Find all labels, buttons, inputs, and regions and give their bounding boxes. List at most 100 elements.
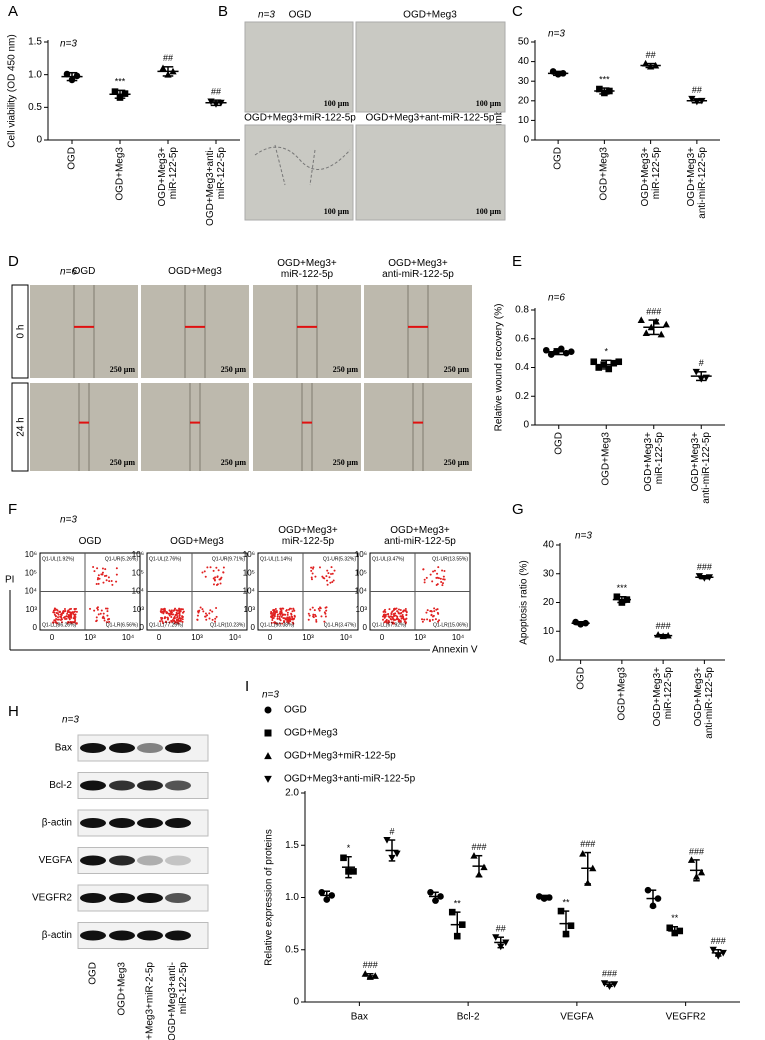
event-dot xyxy=(330,573,333,576)
event-dot xyxy=(404,622,407,625)
event-dot xyxy=(313,609,316,612)
y-tick-label: 1.0 xyxy=(28,69,42,80)
event-dot xyxy=(326,583,329,586)
event-dot xyxy=(289,620,292,623)
event-dot xyxy=(100,609,103,612)
event-dot xyxy=(68,618,71,621)
event-dot xyxy=(425,611,428,614)
event-dot xyxy=(287,608,290,611)
event-dot xyxy=(70,607,73,610)
event-dot xyxy=(111,583,114,586)
event-dot xyxy=(436,611,439,614)
data-point xyxy=(697,868,706,876)
event-dot xyxy=(382,615,385,618)
event-dot xyxy=(426,618,429,621)
event-dot xyxy=(219,577,222,580)
event-dot xyxy=(179,617,182,620)
event-dot xyxy=(388,616,391,619)
event-dot xyxy=(310,576,313,579)
significance-label: ## xyxy=(496,924,506,934)
event-dot xyxy=(320,615,323,618)
event-dot xyxy=(279,608,282,611)
event-dot xyxy=(181,608,184,611)
event-dot xyxy=(393,614,396,617)
significance-label: ### xyxy=(656,621,671,631)
event-dot xyxy=(396,615,399,618)
event-dot xyxy=(65,615,68,618)
event-dot xyxy=(108,620,111,623)
event-dot xyxy=(170,611,173,614)
event-dot xyxy=(324,606,327,609)
event-dot xyxy=(161,617,164,620)
x-tick-label: OGD+Meg3+ miR-122-5p xyxy=(652,667,675,727)
event-dot xyxy=(331,572,334,575)
data-point xyxy=(666,924,674,932)
x-tick-label: OGD xyxy=(553,432,565,455)
data-point xyxy=(547,351,555,358)
event-dot xyxy=(311,606,314,609)
event-dot xyxy=(329,581,332,584)
legend-marker xyxy=(264,706,272,714)
blot-band xyxy=(80,855,106,866)
event-dot xyxy=(110,579,113,582)
event-dot xyxy=(442,575,445,578)
event-dot xyxy=(273,615,276,618)
event-dot xyxy=(209,609,212,612)
event-dot xyxy=(271,612,274,615)
event-dot xyxy=(276,615,279,618)
event-dot xyxy=(97,582,100,585)
event-dot xyxy=(206,566,209,569)
event-dot xyxy=(394,614,397,617)
sample-size: n=3 xyxy=(575,531,592,542)
event-dot xyxy=(397,618,400,621)
significance-label: *** xyxy=(115,77,126,87)
event-dot xyxy=(441,569,444,572)
event-dot xyxy=(429,610,432,613)
event-dot xyxy=(434,618,437,621)
event-dot xyxy=(201,608,204,611)
data-point xyxy=(687,856,696,863)
significance-label: * xyxy=(604,347,608,357)
event-dot xyxy=(405,610,408,613)
event-dot xyxy=(163,616,166,619)
event-dot xyxy=(102,612,105,615)
legend-label: OGD+Meg3 xyxy=(284,728,338,739)
event-dot xyxy=(214,617,217,620)
event-dot xyxy=(67,609,70,612)
y-tick-label: 10⁵ xyxy=(355,568,367,577)
event-dot xyxy=(162,612,165,615)
event-dot xyxy=(387,613,390,616)
x-tick-label: 10⁴ xyxy=(340,633,353,642)
event-dot xyxy=(421,620,424,623)
event-dot xyxy=(436,572,439,575)
event-dot xyxy=(395,618,398,621)
panel-label: H xyxy=(8,703,19,720)
micrograph xyxy=(244,124,354,221)
event-dot xyxy=(391,610,394,613)
event-dot xyxy=(93,609,96,612)
wound-image xyxy=(30,285,138,378)
event-dot xyxy=(398,612,401,615)
event-dot xyxy=(95,582,98,585)
event-dot xyxy=(74,610,77,613)
event-dot xyxy=(181,616,184,619)
event-dot xyxy=(288,617,291,620)
event-dot xyxy=(291,621,294,624)
wound-image xyxy=(364,383,472,471)
significance-label: ## xyxy=(692,85,702,95)
event-dot xyxy=(170,613,173,616)
event-dot xyxy=(177,619,180,622)
event-dot xyxy=(431,615,434,618)
x-tick-label: VEGFR2 xyxy=(666,1012,706,1023)
event-dot xyxy=(217,569,220,572)
event-dot xyxy=(179,609,182,612)
event-dot xyxy=(106,614,109,617)
event-dot xyxy=(168,614,171,617)
event-dot xyxy=(278,622,281,625)
event-dot xyxy=(423,581,426,584)
legend-label: OGD+Meg3+anti-miR-122-5p xyxy=(284,774,416,785)
event-dot xyxy=(96,567,99,570)
data-point xyxy=(644,886,652,894)
event-dot xyxy=(423,618,426,621)
y-tick-label: 1.5 xyxy=(285,840,299,851)
